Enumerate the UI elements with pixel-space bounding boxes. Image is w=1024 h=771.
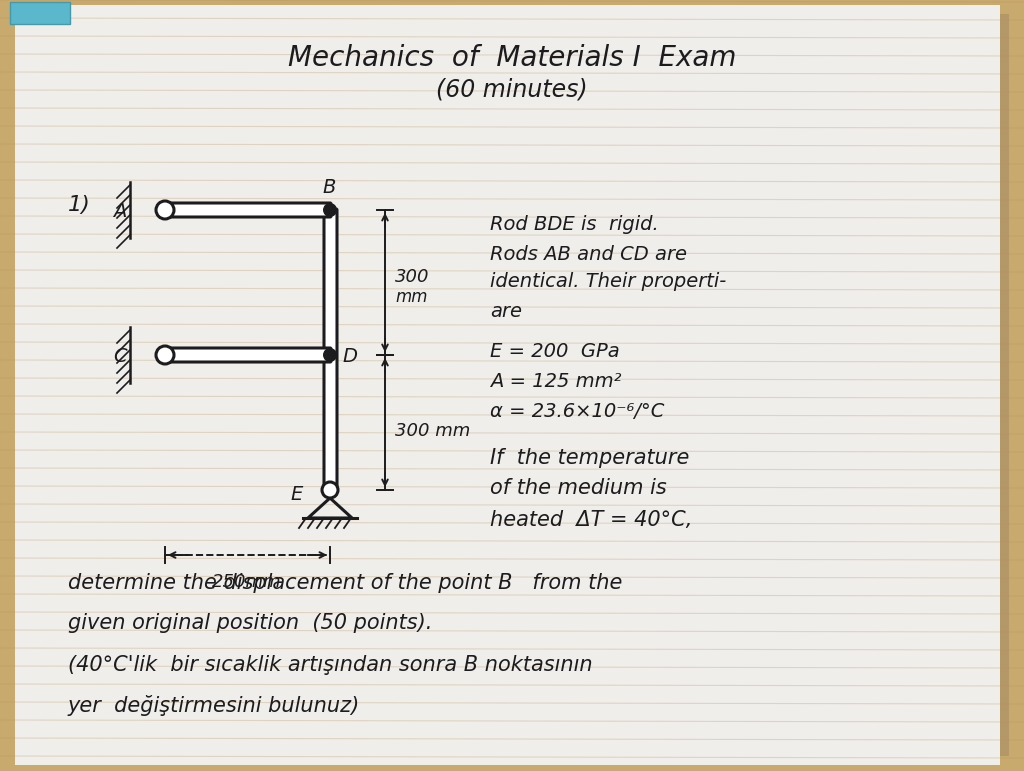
Text: B: B [322, 178, 336, 197]
FancyBboxPatch shape [15, 5, 1000, 765]
Circle shape [156, 201, 174, 219]
Text: are: are [490, 302, 522, 321]
Circle shape [322, 482, 338, 498]
Text: (40°C'lik  bir sıcaklik artışından sonra B noktasının: (40°C'lik bir sıcaklik artışından sonra … [68, 655, 593, 675]
Text: determine the displacement of the point B   from the: determine the displacement of the point … [68, 573, 623, 593]
Text: Rods AB and CD are: Rods AB and CD are [490, 245, 687, 264]
Text: yer  değiştirmesini bulunuz): yer değiştirmesini bulunuz) [68, 695, 360, 716]
Circle shape [323, 348, 337, 362]
Text: A = 125 mm²: A = 125 mm² [490, 372, 622, 391]
Text: given original position  (50 points).: given original position (50 points). [68, 613, 432, 633]
Text: 250mm: 250mm [212, 573, 282, 591]
Text: mm: mm [395, 288, 427, 306]
Text: D: D [342, 347, 357, 366]
Circle shape [156, 346, 174, 364]
Circle shape [323, 203, 337, 217]
Text: (60 minutes): (60 minutes) [436, 78, 588, 102]
Text: identical. Their properti-: identical. Their properti- [490, 272, 726, 291]
Text: A: A [113, 202, 126, 221]
Text: heated  ΔT = 40°C,: heated ΔT = 40°C, [490, 510, 692, 530]
Text: 300: 300 [395, 268, 429, 286]
Text: If  the temperature: If the temperature [490, 448, 689, 468]
Text: of the medium is: of the medium is [490, 478, 667, 498]
Text: 300 mm: 300 mm [395, 422, 470, 440]
Text: C: C [113, 347, 127, 366]
FancyBboxPatch shape [164, 203, 331, 217]
Text: 1): 1) [68, 195, 91, 215]
Text: α = 23.6×10⁻⁶/°C: α = 23.6×10⁻⁶/°C [490, 402, 665, 421]
Text: Rod BDE is  rigid.: Rod BDE is rigid. [490, 215, 658, 234]
FancyBboxPatch shape [164, 348, 331, 362]
Text: E: E [290, 485, 302, 504]
FancyBboxPatch shape [324, 209, 337, 491]
Text: Mechanics  of  Materials I  Exam: Mechanics of Materials I Exam [288, 44, 736, 72]
Text: E = 200  GPa: E = 200 GPa [490, 342, 620, 361]
FancyBboxPatch shape [10, 2, 70, 24]
